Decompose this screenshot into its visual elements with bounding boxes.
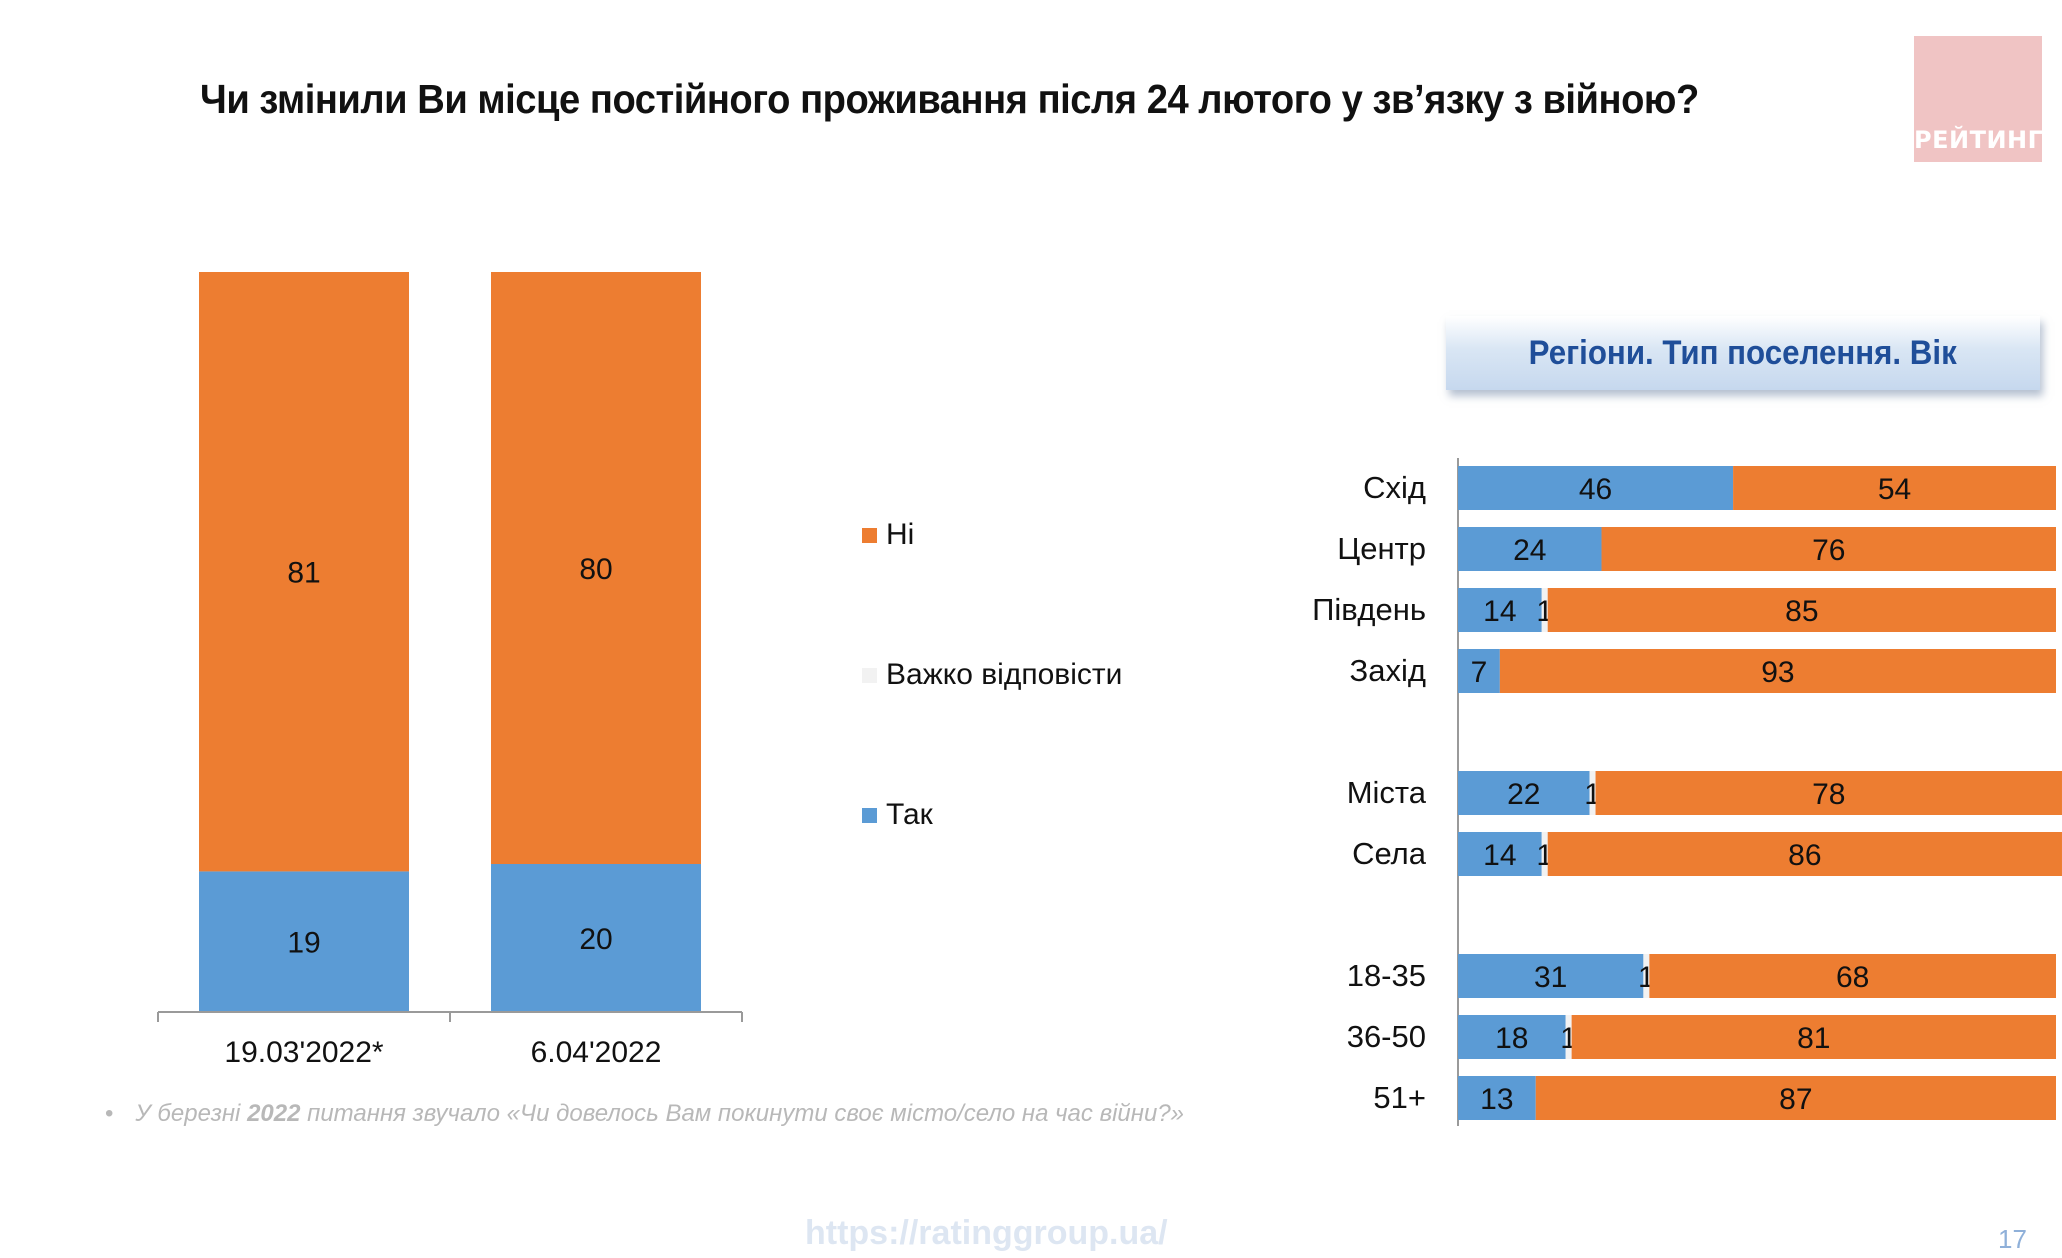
y-tick-label: Схід bbox=[1363, 470, 1426, 505]
page-title: Чи змінили Ви місце постійного проживанн… bbox=[200, 76, 1699, 122]
rating-logo: РЕЙТИНГ bbox=[1914, 36, 2042, 162]
data-label: 78 bbox=[1812, 778, 1845, 811]
hbar-hard-2 bbox=[1541, 588, 1548, 632]
legend-label-hard: Важко відповісти bbox=[886, 658, 1123, 691]
y-tick-label: 18-35 bbox=[1347, 958, 1426, 993]
legend-item-yes: Так bbox=[862, 798, 933, 832]
y-tick-label: 36-50 bbox=[1347, 1019, 1426, 1054]
data-label: 13 bbox=[1480, 1083, 1513, 1116]
y-tick-label: Захід bbox=[1350, 653, 1426, 688]
y-tick-label: Південь bbox=[1312, 592, 1426, 627]
y-tick-label: Села bbox=[1352, 836, 1427, 871]
bar-yes-1 bbox=[491, 864, 701, 1012]
data-label: 31 bbox=[1534, 961, 1567, 994]
y-tick-label: Центр bbox=[1337, 531, 1426, 566]
legend-swatch-no bbox=[862, 527, 877, 543]
data-label: 14 bbox=[1483, 839, 1516, 872]
hbar-yes-8 bbox=[1458, 1076, 1536, 1120]
data-label: 68 bbox=[1836, 961, 1869, 994]
hbar-hard-5 bbox=[1541, 832, 1548, 876]
footnote: • У березні 2022 питання звучало «Чи дове… bbox=[105, 1100, 1184, 1128]
hbar-yes-0 bbox=[1458, 466, 1734, 510]
hbar-yes-4 bbox=[1458, 771, 1590, 815]
data-label: 86 bbox=[1788, 839, 1821, 872]
y-tick-label: 51+ bbox=[1373, 1080, 1426, 1115]
bar-no-0 bbox=[199, 272, 409, 872]
bar-no-1 bbox=[491, 272, 701, 864]
y-tick-label: Міста bbox=[1347, 775, 1427, 810]
right-chart-header-text: Регіони. Тип поселення. Вік bbox=[1528, 333, 1958, 372]
footnote-bullet: • bbox=[105, 1100, 114, 1127]
data-label: 7 bbox=[1471, 656, 1488, 689]
hbar-no-4 bbox=[1595, 771, 2062, 815]
hbar-hard-7 bbox=[1565, 1015, 1572, 1059]
data-label: 85 bbox=[1785, 595, 1818, 628]
x-tick-label: 6.04'2022 bbox=[531, 1036, 662, 1069]
hbar-yes-5 bbox=[1458, 832, 1542, 876]
footnote-suffix: питання звучало «Чи довелось Вам покинут… bbox=[300, 1100, 1185, 1127]
legend-label-no: Ні bbox=[886, 518, 915, 551]
data-label: 54 bbox=[1878, 473, 1911, 506]
hbar-yes-3 bbox=[1458, 649, 1500, 693]
footnote-year: 2022 bbox=[247, 1100, 301, 1127]
hbar-yes-6 bbox=[1458, 954, 1644, 998]
page-number: 17 bbox=[1998, 1224, 2027, 1254]
data-label: 18 bbox=[1495, 1022, 1528, 1055]
hbar-yes-2 bbox=[1458, 588, 1542, 632]
hbar-no-7 bbox=[1571, 1015, 2056, 1059]
data-label: 22 bbox=[1507, 778, 1540, 811]
data-label: 19 bbox=[287, 927, 320, 960]
right-chart-header: Регіони. Тип поселення. Вік bbox=[1446, 316, 2040, 390]
data-label: 81 bbox=[287, 557, 320, 590]
data-label: 46 bbox=[1579, 473, 1612, 506]
legend-swatch-hard bbox=[862, 667, 877, 683]
hbar-no-0 bbox=[1733, 466, 2056, 510]
hbar-no-2 bbox=[1547, 588, 2056, 632]
hbar-no-6 bbox=[1649, 954, 2056, 998]
hbar-yes-7 bbox=[1458, 1015, 1566, 1059]
footnote-prefix: У березні bbox=[135, 1100, 248, 1127]
hbar-hard-4 bbox=[1589, 771, 1596, 815]
legend-item-hard: Важко відповісти bbox=[862, 658, 1122, 692]
data-label: 76 bbox=[1812, 534, 1845, 567]
legend-label-yes: Так bbox=[886, 798, 933, 831]
data-label: 80 bbox=[579, 553, 612, 586]
hbar-no-5 bbox=[1547, 832, 2062, 876]
hbar-yes-1 bbox=[1458, 527, 1602, 571]
x-tick-label: 19.03'2022* bbox=[224, 1036, 384, 1069]
data-label: 24 bbox=[1513, 534, 1546, 567]
logo-text: РЕЙТИНГ bbox=[1914, 126, 2042, 154]
website-link[interactable]: https://ratinggroup.ua/ bbox=[805, 1214, 1168, 1252]
data-label: 87 bbox=[1779, 1083, 1812, 1116]
hbar-no-3 bbox=[1499, 649, 2056, 693]
bar-yes-0 bbox=[199, 871, 409, 1012]
hbar-no-1 bbox=[1601, 527, 2056, 571]
legend-item-no: Ні bbox=[862, 518, 914, 552]
data-label: 20 bbox=[579, 923, 612, 956]
data-label: 14 bbox=[1483, 595, 1516, 628]
data-label: 81 bbox=[1797, 1022, 1830, 1055]
data-label: 93 bbox=[1761, 656, 1794, 689]
hbar-hard-6 bbox=[1643, 954, 1650, 998]
legend-swatch-yes bbox=[862, 807, 877, 823]
hbar-no-8 bbox=[1535, 1076, 2056, 1120]
